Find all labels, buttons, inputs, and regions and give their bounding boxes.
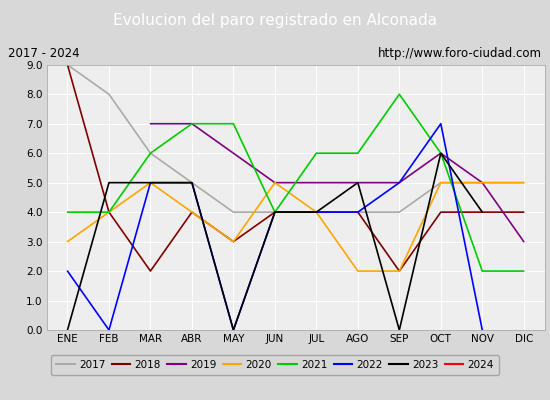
Text: http://www.foro-ciudad.com: http://www.foro-ciudad.com bbox=[378, 47, 542, 60]
Legend: 2017, 2018, 2019, 2020, 2021, 2022, 2023, 2024: 2017, 2018, 2019, 2020, 2021, 2022, 2023… bbox=[51, 355, 499, 375]
Text: Evolucion del paro registrado en Alconada: Evolucion del paro registrado en Alconad… bbox=[113, 14, 437, 28]
Text: 2017 - 2024: 2017 - 2024 bbox=[8, 47, 80, 60]
